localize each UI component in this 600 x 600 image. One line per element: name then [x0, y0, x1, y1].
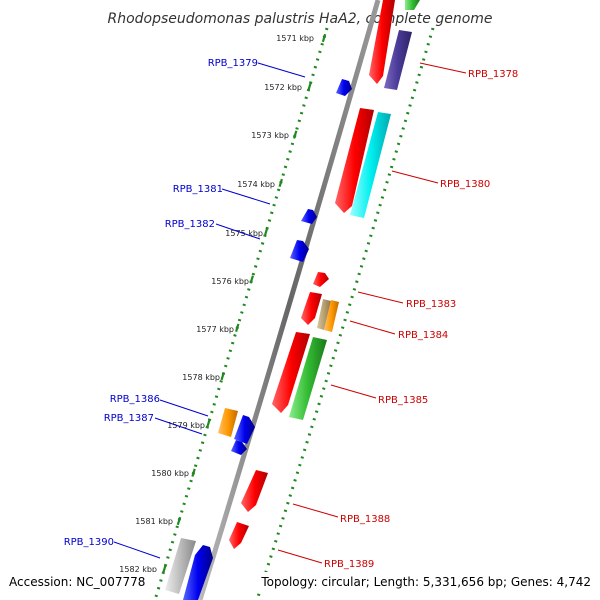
gene-RPB_1390-gray[interactable] — [165, 538, 196, 594]
gene-label-RPB_1386[interactable]: RPB_1386 — [110, 394, 160, 405]
tick-mark — [249, 275, 254, 284]
gene-purple[interactable] — [384, 30, 412, 90]
gene-label-RPB_1381[interactable]: RPB_1381 — [173, 184, 223, 195]
gene-RPB_1379[interactable] — [336, 79, 352, 96]
genome-backbone — [197, 0, 381, 600]
gene-green-mid[interactable] — [289, 337, 327, 420]
gene-RPB_1387[interactable] — [234, 415, 255, 444]
gene-label-RPB_1380[interactable]: RPB_1380 — [440, 179, 490, 190]
gene-RPB_1385[interactable] — [272, 332, 310, 413]
gene-label-RPB_1390[interactable]: RPB_1390 — [64, 537, 114, 548]
tick-mark — [292, 130, 298, 139]
tick-track-right — [255, 27, 435, 600]
tick-mark — [278, 178, 283, 188]
gene-small-red[interactable] — [313, 272, 329, 287]
reverse-labels: RPB_1379 RPB_1381 RPB_1382 RPB_1386 RPB_… — [64, 58, 258, 548]
tick-mark — [205, 420, 211, 429]
map-title: Rhodopseudomonas palustris HaA2, complet… — [107, 11, 492, 27]
accession-text: Accession: NC_007778 — [9, 575, 145, 589]
tick-mark — [191, 468, 196, 477]
tick-label: 1577 kbp — [196, 325, 234, 334]
tick-mark — [162, 565, 167, 574]
tick-label: 1581 kbp — [135, 517, 173, 526]
gene-cyan[interactable] — [350, 112, 391, 218]
tick-label: 1571 kbp — [276, 34, 314, 43]
reverse-genes — [165, 79, 352, 600]
gene-label-RPB_1383[interactable]: RPB_1383 — [406, 299, 456, 310]
gene-RPB_1383[interactable] — [301, 292, 322, 325]
tick-mark — [176, 516, 182, 526]
tick-label: 1582 kbp — [119, 565, 157, 574]
gene-RPB_1378[interactable] — [369, 0, 395, 84]
leader-lines — [113, 62, 467, 564]
tick-mark — [321, 33, 327, 43]
tick-marks — [162, 33, 327, 574]
gene-label-RPB_1388[interactable]: RPB_1388 — [340, 514, 390, 525]
gene-RPB_1384[interactable] — [324, 300, 339, 332]
tick-label: 1579 kbp — [167, 421, 205, 430]
gene-tan[interactable] — [317, 299, 331, 330]
gene-label-RPB_1379[interactable]: RPB_1379 — [208, 58, 258, 69]
gene-label-RPB_1385[interactable]: RPB_1385 — [378, 395, 428, 406]
tick-mark — [235, 323, 240, 332]
tick-mark — [264, 227, 269, 236]
tick-label: 1573 kbp — [251, 131, 289, 140]
gene-RPB_1380[interactable] — [335, 108, 374, 213]
gene-label-RPB_1384[interactable]: RPB_1384 — [398, 330, 448, 341]
gene-label-RPB_1389[interactable]: RPB_1389 — [324, 559, 374, 570]
tick-mark — [220, 371, 225, 381]
gene-RPB_1386[interactable] — [218, 408, 238, 437]
gene-label-RPB_1382[interactable]: RPB_1382 — [165, 219, 215, 230]
gene-green-top[interactable] — [405, 0, 420, 10]
gene-RPB_1381[interactable] — [301, 209, 317, 224]
tick-label: 1574 kbp — [237, 180, 275, 189]
tick-label: 1572 kbp — [264, 83, 302, 92]
gene-RPB_1388[interactable] — [241, 470, 268, 512]
gene-RPB_1390[interactable] — [183, 545, 213, 600]
forward-genes — [229, 0, 420, 549]
gene-label-RPB_1378[interactable]: RPB_1378 — [468, 69, 518, 80]
gene-label-RPB_1387[interactable]: RPB_1387 — [104, 413, 154, 424]
tick-label: 1578 kbp — [182, 373, 220, 382]
tick-labels: 1571 kbp 1572 kbp 1573 kbp 1574 kbp 1575… — [119, 34, 314, 574]
tick-track-left — [153, 27, 329, 600]
gene-RPB_1382[interactable] — [290, 240, 309, 262]
forward-labels: RPB_1378 RPB_1380 RPB_1383 RPB_1384 RPB_… — [324, 69, 518, 570]
tick-label: 1576 kbp — [211, 277, 249, 286]
tick-mark — [307, 82, 312, 91]
tick-label: 1580 kbp — [151, 469, 189, 478]
gene-RPB_1389[interactable] — [229, 522, 249, 549]
genome-summary-text: Topology: circular; Length: 5,331,656 bp… — [260, 575, 591, 589]
gene-blue-small[interactable] — [231, 440, 247, 455]
